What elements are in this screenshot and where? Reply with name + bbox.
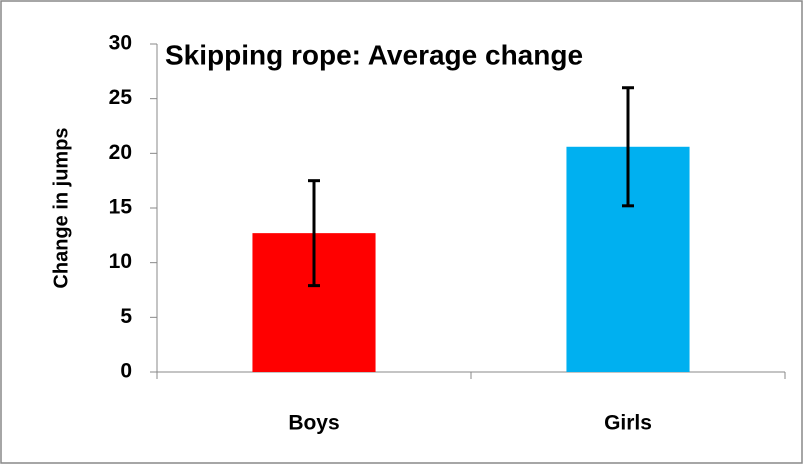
- error-bar: [622, 86, 634, 208]
- y-tick-label: 30: [109, 32, 132, 55]
- y-tick-label: 20: [109, 141, 132, 164]
- y-axis-label: Change in jumps: [50, 127, 72, 288]
- y-tick-label: 0: [120, 360, 132, 383]
- y-tick-label: 5: [120, 305, 132, 328]
- error-bar: [308, 179, 320, 288]
- y-tick-label: 15: [109, 196, 133, 219]
- y-tick-label: 10: [109, 250, 132, 273]
- y-tick-label: 25: [109, 86, 133, 109]
- chart-title: Skipping rope: Average change: [165, 39, 583, 70]
- x-tick-label: Boys: [288, 412, 339, 435]
- x-tick-label: Girls: [604, 412, 652, 435]
